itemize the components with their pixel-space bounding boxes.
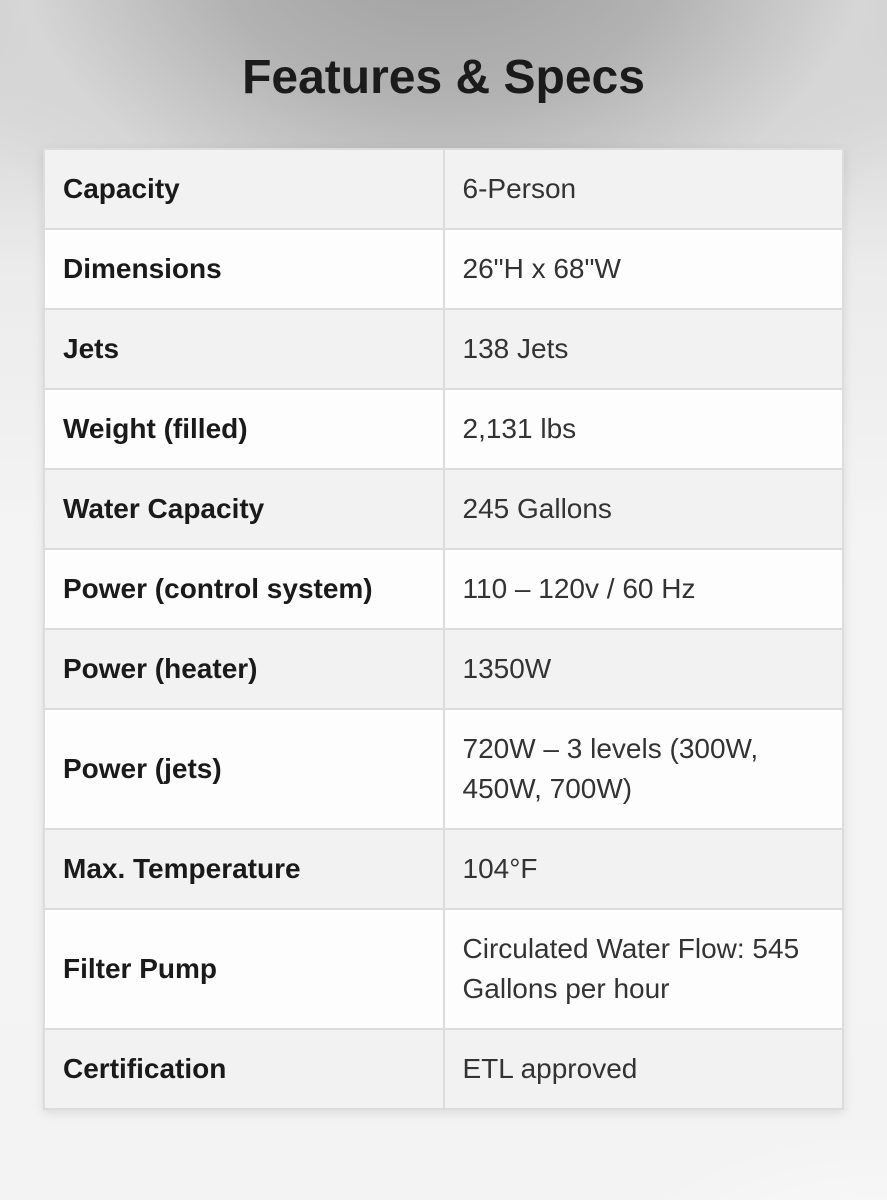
table-row-max-temperature: Max. Temperature 104°F (43, 828, 844, 911)
spec-value: 1350W (442, 628, 844, 711)
table-row-filter-pump: Filter Pump Circulated Water Flow: 545 G… (43, 908, 844, 1031)
spec-label: Jets (43, 308, 445, 391)
spec-label: Weight (filled) (43, 388, 445, 471)
spec-label: Power (jets) (43, 708, 445, 831)
table-row-weight-filled: Weight (filled) 2,131 lbs (43, 388, 844, 471)
spec-value: 2,131 lbs (442, 388, 844, 471)
spec-label: Dimensions (43, 228, 445, 311)
table-row-power-control-system: Power (control system) 110 – 120v / 60 H… (43, 548, 844, 631)
section-title: Features & Specs (242, 51, 645, 104)
spec-label: Max. Temperature (43, 828, 445, 911)
spec-label: Certification (43, 1028, 445, 1111)
spec-value: 720W – 3 levels (300W, 450W, 700W) (442, 708, 844, 831)
spec-value: 110 – 120v / 60 Hz (442, 548, 844, 631)
table-row-power-heater: Power (heater) 1350W (43, 628, 844, 711)
spec-value: 26"H x 68"W (442, 228, 844, 311)
spec-value: 245 Gallons (442, 468, 844, 551)
table-row-dimensions: Dimensions 26"H x 68"W (43, 228, 844, 311)
table-row-water-capacity: Water Capacity 245 Gallons (43, 468, 844, 551)
table-row-jets: Jets 138 Jets (43, 308, 844, 391)
table-row-capacity: Capacity 6-Person (43, 147, 844, 231)
spec-label: Filter Pump (43, 908, 445, 1031)
spec-label: Power (heater) (43, 628, 445, 711)
spec-value: 6-Person (442, 147, 844, 231)
spec-label: Water Capacity (43, 468, 445, 551)
table-row-power-jets: Power (jets) 720W – 3 levels (300W, 450W… (43, 708, 844, 831)
spec-value: Circulated Water Flow: 545 Gallons per h… (442, 908, 844, 1031)
table-row-certification: Certification ETL approved (43, 1028, 844, 1111)
specs-table: Capacity 6-Person Dimensions 26"H x 68"W… (43, 147, 844, 1111)
spec-value: ETL approved (442, 1028, 844, 1111)
spec-value: 104°F (442, 828, 844, 911)
spec-label: Capacity (43, 147, 445, 231)
spec-value: 138 Jets (442, 308, 844, 391)
spec-label: Power (control system) (43, 548, 445, 631)
